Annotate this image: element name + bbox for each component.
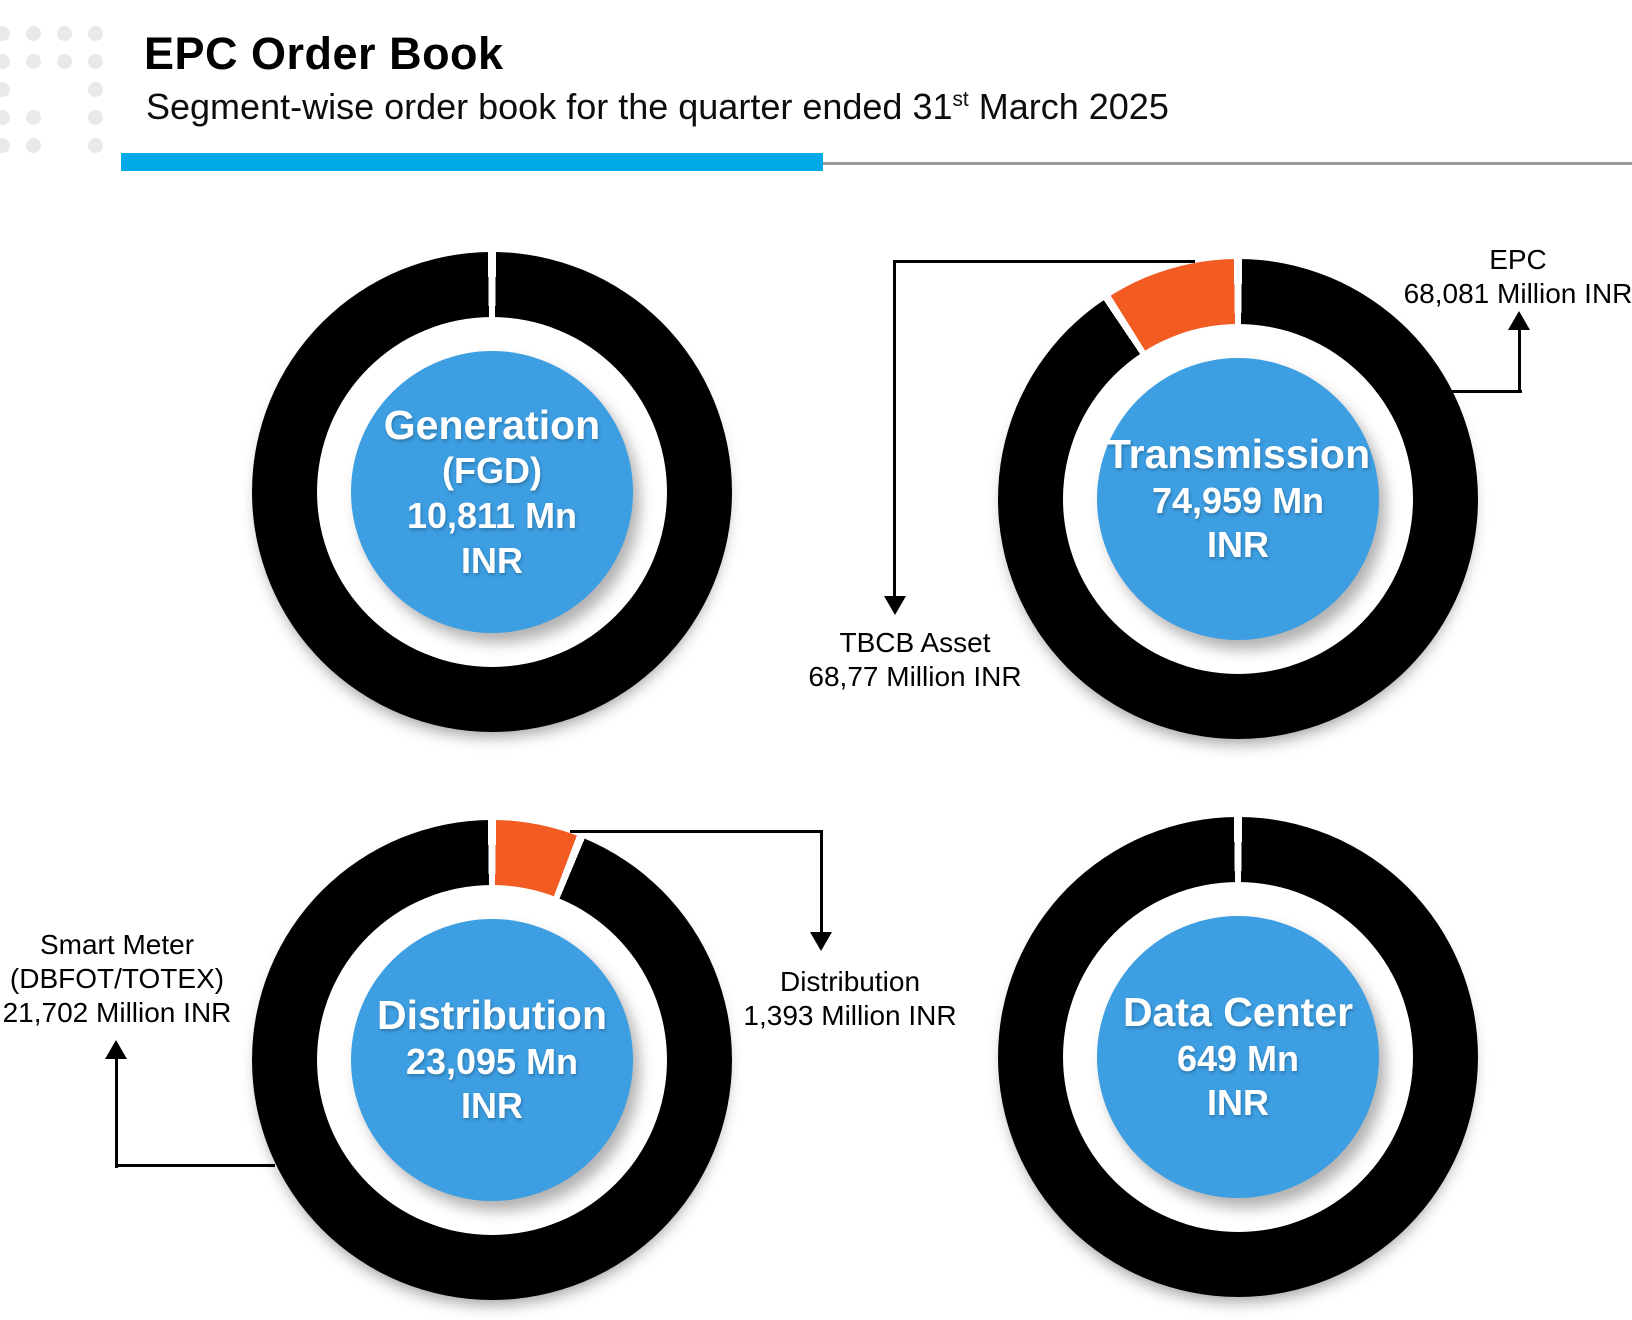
donut-value-line: INR <box>461 539 523 581</box>
donut-value-line: INR <box>461 1085 523 1127</box>
donut-chart-distribution: Distribution 23,095 Mn INR <box>252 820 732 1300</box>
distribution-callout-line-v <box>820 830 823 934</box>
epc-value: 68,081 Million INR <box>1403 278 1632 309</box>
epc-callout-line-v <box>1518 330 1521 392</box>
donut-title: Distribution <box>376 992 608 1039</box>
decorative-dot <box>56 25 72 41</box>
donut-center-bubble: Generation (FGD) 10,811 Mn INR <box>351 351 633 633</box>
decorative-dot <box>0 81 10 97</box>
donut-value-line: 74,959 Mn <box>1151 479 1325 521</box>
decorative-dot <box>87 25 103 41</box>
smart-meter-value: 21,702 Million INR <box>2 997 232 1028</box>
accent-bar <box>121 153 823 171</box>
smart-meter-callout-line-v <box>115 1058 118 1168</box>
distribution-callout-line-h <box>570 830 823 833</box>
donut-value-line: (FGD) <box>442 450 542 492</box>
decorative-dot <box>25 109 41 125</box>
donut-center-bubble: Transmission 74,959 Mn INR <box>1097 358 1379 640</box>
tbcb-callout-line-v <box>893 260 896 598</box>
epc-callout-arrowhead-icon <box>1508 311 1530 330</box>
donut-title: Transmission <box>1105 431 1371 478</box>
donut-title: Generation <box>383 401 601 448</box>
decorative-dot <box>0 25 10 41</box>
smart-meter-callout-arrowhead-icon <box>105 1040 127 1059</box>
tbcb-callout-arrowhead-icon <box>884 596 906 615</box>
tbcb-callout-line-h <box>895 260 1195 263</box>
subtitle-ordinal: st <box>952 88 969 111</box>
decorative-dot <box>0 53 10 69</box>
donut-title: Data Center <box>1122 989 1354 1036</box>
smart-meter-name: Smart Meter <box>39 929 195 960</box>
donut-value-line: INR <box>1207 1082 1269 1124</box>
donut-value-line: 649 Mn <box>1176 1037 1300 1079</box>
distribution-slice-label: Distribution 1,393 Million INR <box>728 965 972 1033</box>
decorative-dot <box>25 25 41 41</box>
donut-chart-data-center: Data Center 649 Mn INR <box>998 817 1478 1297</box>
donut-chart-generation: Generation (FGD) 10,811 Mn INR <box>252 252 732 732</box>
decorative-dot <box>87 109 103 125</box>
decorative-dot <box>87 81 103 97</box>
page-subtitle: Segment-wise order book for the quarter … <box>146 86 1169 128</box>
decorative-dot <box>56 53 72 69</box>
epc-name: EPC <box>1489 244 1547 275</box>
distribution-slice-name: Distribution <box>779 966 921 997</box>
donut-value-line: INR <box>1207 524 1269 566</box>
decorative-dot <box>0 109 10 125</box>
header-rule-line <box>823 162 1632 165</box>
decorative-dot <box>87 53 103 69</box>
decorative-dot <box>25 53 41 69</box>
tbcb-asset-name: TBCB Asset <box>839 627 991 658</box>
subtitle-text: Segment-wise order book for the quarter … <box>146 86 953 127</box>
donut-value-line: 23,095 Mn <box>405 1040 579 1082</box>
page-title: EPC Order Book <box>144 28 504 79</box>
tbcb-asset-value: 68,77 Million INR <box>808 661 1022 692</box>
smart-meter-label: Smart Meter (DBFOT/TOTEX) 21,702 Million… <box>0 928 234 1030</box>
decorative-dot <box>25 137 41 153</box>
distribution-callout-arrowhead-icon <box>810 932 832 951</box>
donut-center-bubble: Distribution 23,095 Mn INR <box>351 919 633 1201</box>
decorative-dot <box>0 137 10 153</box>
subtitle-year: March 2025 <box>968 86 1169 127</box>
donut-center-bubble: Data Center 649 Mn INR <box>1097 916 1379 1198</box>
tbcb-asset-label: TBCB Asset 68,77 Million INR <box>795 626 1035 694</box>
decorative-dot <box>87 137 103 153</box>
epc-callout-line-h <box>1452 390 1522 393</box>
donut-value-line: 10,811 Mn <box>406 494 578 536</box>
epc-label: EPC 68,081 Million INR <box>1398 243 1632 311</box>
smart-meter-name-2: (DBFOT/TOTEX) <box>9 963 225 994</box>
donut-chart-transmission: Transmission 74,959 Mn INR <box>998 259 1478 739</box>
smart-meter-callout-line-h <box>115 1164 275 1167</box>
distribution-slice-value: 1,393 Million INR <box>743 1000 957 1031</box>
